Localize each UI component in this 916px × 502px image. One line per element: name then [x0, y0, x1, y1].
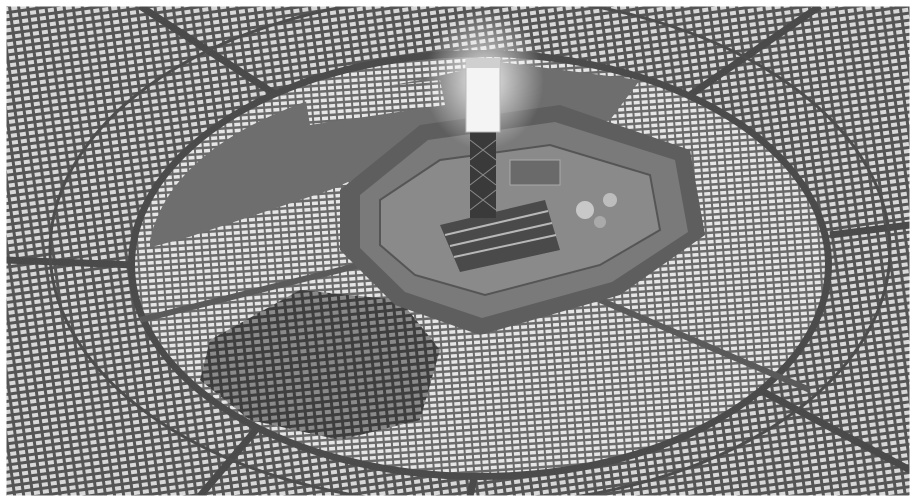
- tank: [594, 216, 606, 228]
- lattice: [469, 164, 497, 186]
- stripe: [449, 222, 553, 247]
- stripe: [444, 210, 549, 236]
- lattice: [469, 139, 497, 161]
- heliostat-block: [140, 200, 335, 290]
- lattice: [469, 189, 497, 211]
- ring-road: [48, 0, 892, 502]
- receiver: [465, 59, 501, 133]
- road: [5, 256, 136, 269]
- road: [598, 297, 812, 393]
- dark-heliostat-patch: [200, 290, 440, 440]
- stripe: [453, 234, 557, 258]
- heliostat-block: [305, 80, 445, 125]
- road: [758, 386, 912, 474]
- auxiliary-building: [509, 159, 561, 186]
- tower-lattice: [469, 139, 497, 211]
- tower-shaft: [470, 130, 496, 218]
- road: [688, 3, 822, 98]
- ring-roads: [48, 0, 892, 502]
- receiver-top: [466, 58, 500, 68]
- tank: [576, 201, 594, 219]
- building-stripes: [444, 210, 557, 258]
- road: [829, 221, 911, 239]
- tank: [603, 193, 617, 207]
